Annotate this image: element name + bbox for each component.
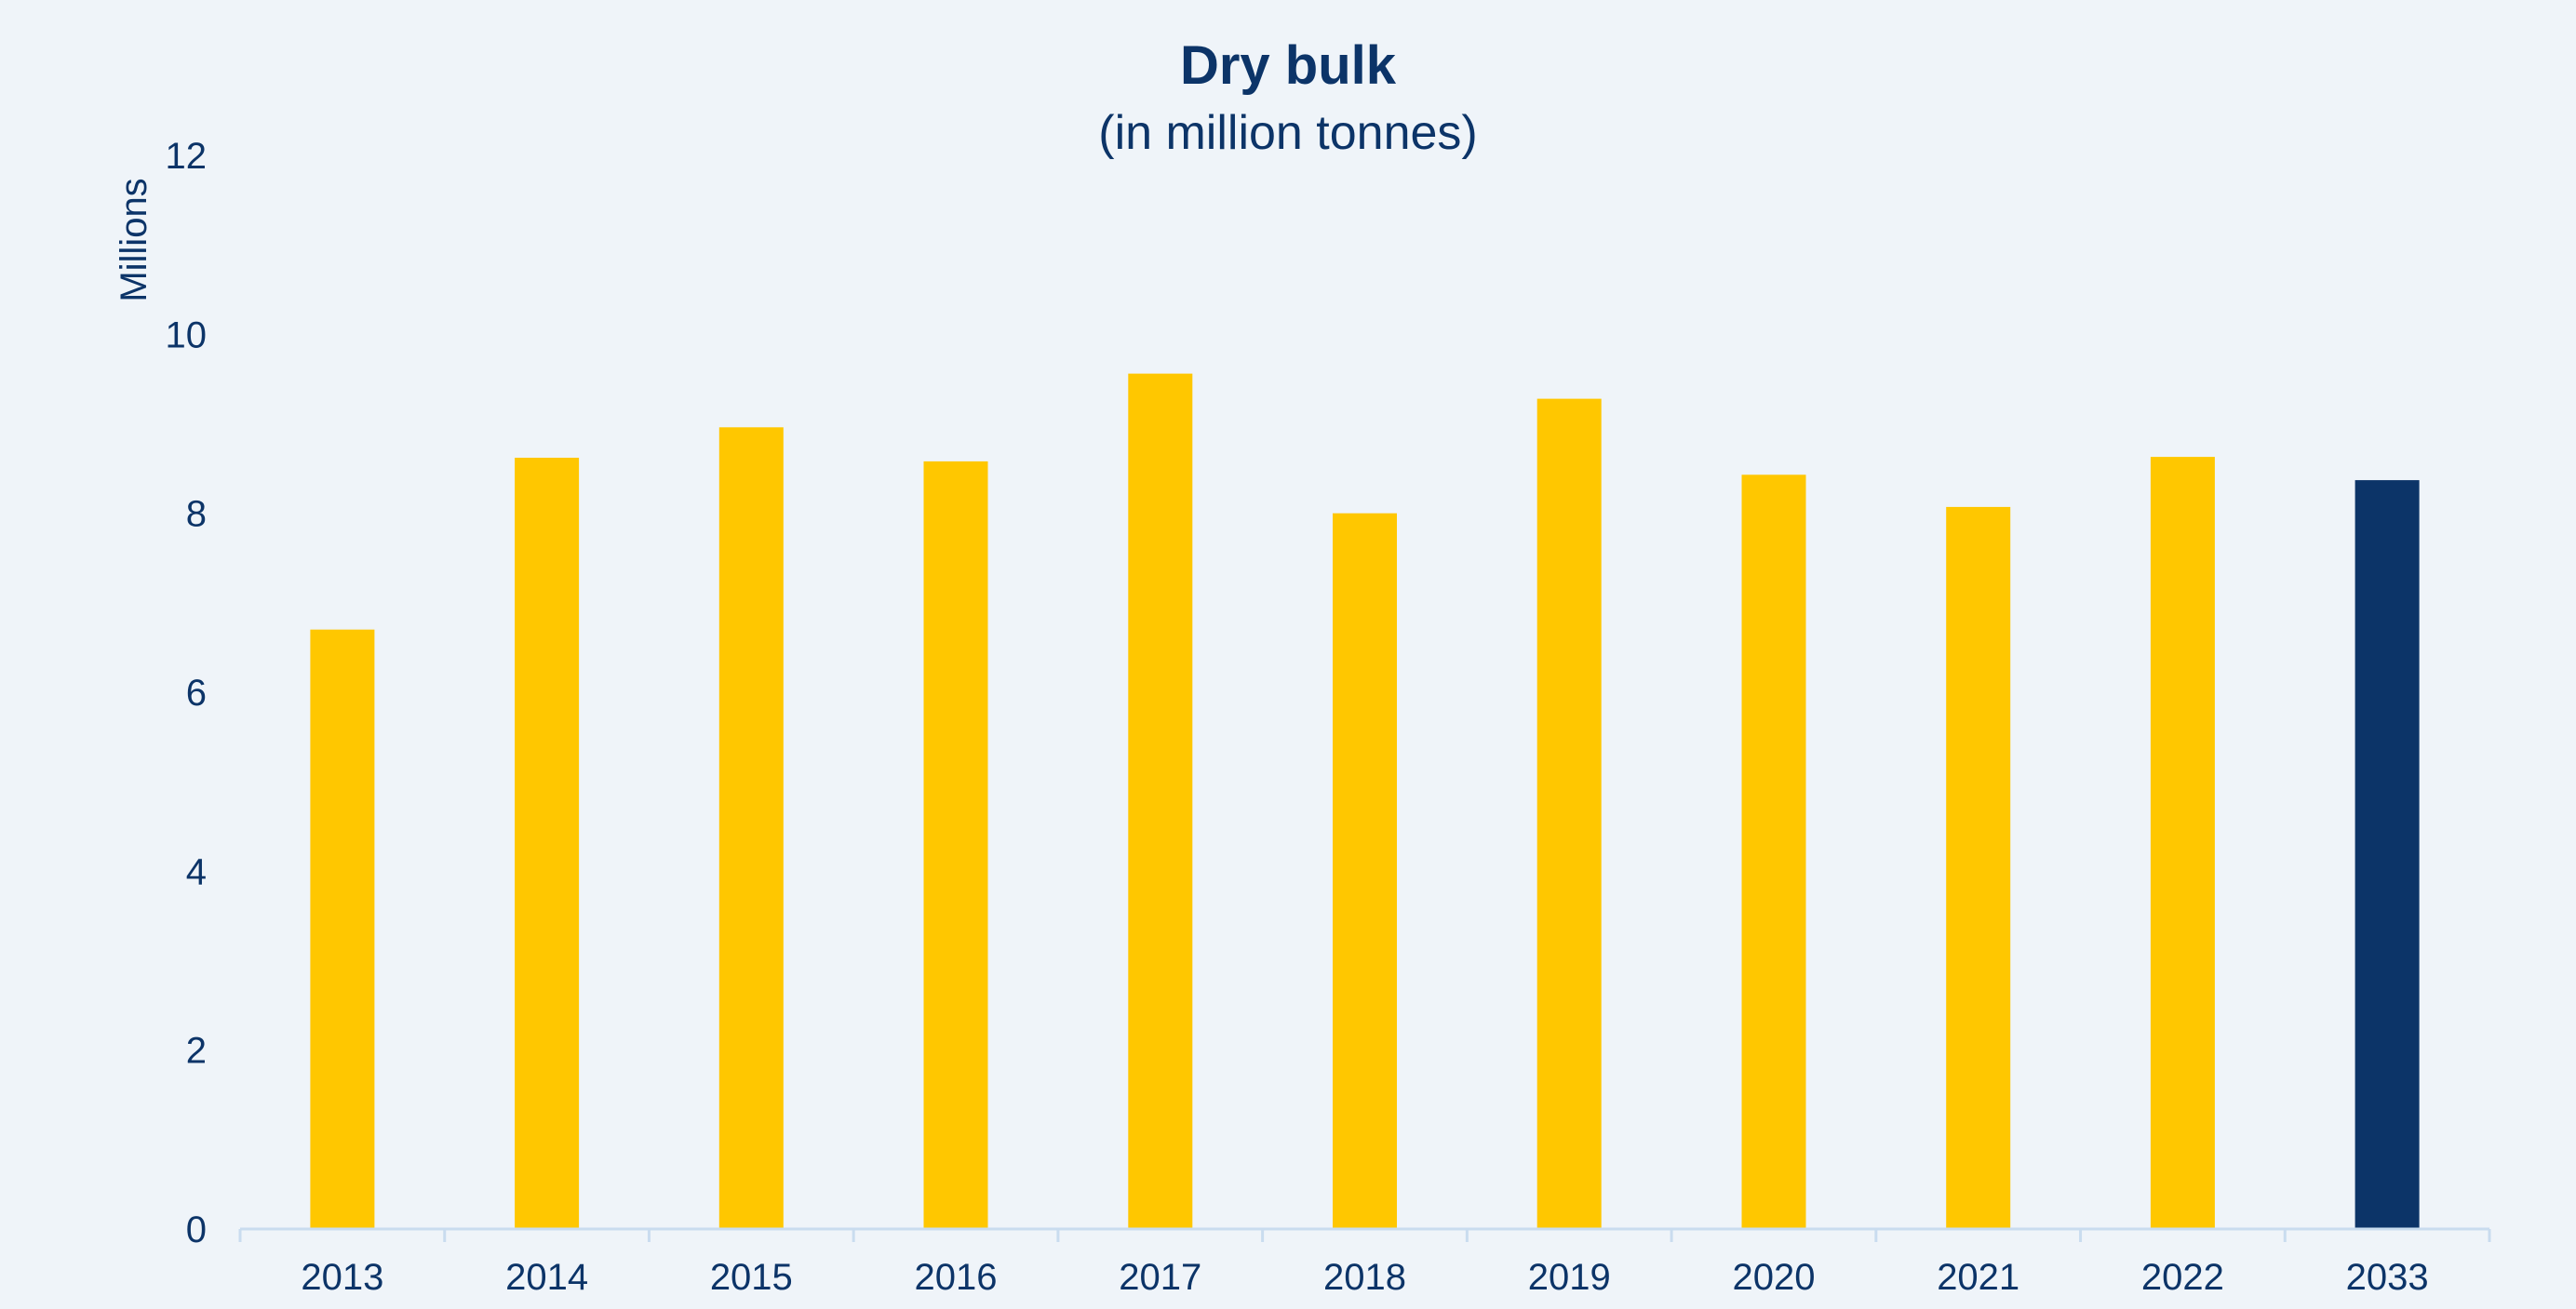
x-tick-label: 2017 [1119,1257,1201,1298]
y-tick-label: 8 [186,494,207,535]
bar-2018 [1333,513,1397,1229]
x-tick-label: 2033 [2346,1257,2429,1298]
bar-2022 [2150,457,2215,1230]
y-tick-label: 4 [186,851,207,892]
y-tick-label: 6 [186,673,207,714]
y-tick-label: 12 [166,136,208,177]
chart-subtitle: (in million tonnes) [1098,106,1478,160]
x-axis-tick-labels: 2013 2014 2015 2016 2017 2018 2019 2020 2021 2022… [301,1257,2428,1298]
bar-series [310,373,2420,1230]
bar-2014 [515,458,580,1229]
bar-2021 [1946,506,2011,1229]
y-tick-label: 2 [186,1031,207,1072]
bar-2015 [718,427,784,1229]
x-tick-label: 2016 [915,1257,998,1298]
x-tick-label: 2014 [505,1257,588,1298]
x-tick-label: 2021 [1937,1257,2019,1298]
y-axis-title: Millions [114,178,154,301]
x-tick-label: 2018 [1323,1257,1406,1298]
x-tick-label: 2020 [1732,1257,1815,1298]
y-tick-label: 10 [166,314,208,355]
x-axis [238,1227,2491,1242]
x-tick-label: 2013 [301,1257,383,1298]
bar-2017 [1128,373,1193,1230]
x-tick-label: 2022 [2141,1257,2224,1298]
chart-title: Dry bulk [1180,35,1397,96]
bar-2033 [2355,480,2420,1229]
bar-2019 [1536,398,1602,1230]
x-tick-label: 2015 [710,1257,793,1298]
y-tick-label: 0 [186,1209,207,1250]
bar-2013 [310,629,375,1229]
bar-2020 [1741,474,1806,1229]
x-tick-label: 2019 [1528,1257,1611,1298]
bar-2016 [923,461,988,1229]
y-axis-ticks: 0 2 4 6 8 10 12 [166,136,208,1250]
